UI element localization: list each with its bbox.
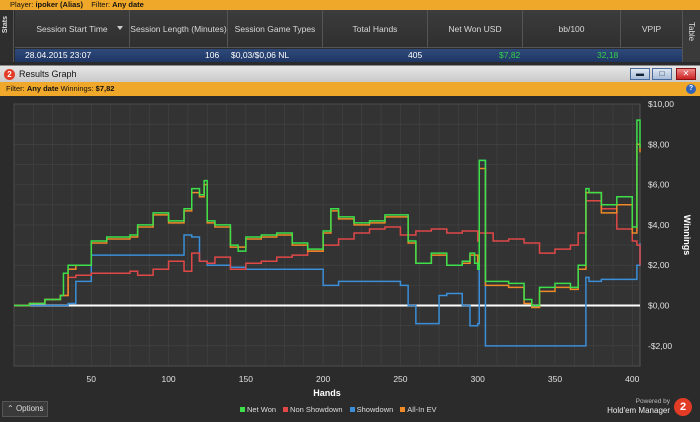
series-line-net-won	[14, 119, 641, 307]
col-header-start-time[interactable]: Session Start Time	[15, 10, 130, 48]
table-side-tab[interactable]: Table	[682, 10, 700, 62]
table-row[interactable]: 28.04.2015 23:07 106 $0,03/$0,06 NL 405 …	[15, 49, 682, 62]
powered-by-label: Powered by	[635, 398, 670, 405]
cell-total-hands: 405	[408, 50, 423, 60]
filter-label: Filter:	[91, 0, 111, 9]
brand-block: Powered by Hold'em Manager 2	[584, 396, 694, 418]
options-button[interactable]: ⌃ Options	[2, 401, 48, 417]
legend-swatch	[283, 406, 289, 412]
col-header-total-hands[interactable]: Total Hands	[323, 10, 428, 48]
graph-filter-value: Any date	[26, 84, 59, 93]
x-tick-label: 150	[239, 374, 253, 384]
col-header-net-won[interactable]: Net Won USD	[428, 10, 523, 48]
legend-label: Net Won	[247, 404, 277, 414]
cell-start-time: 28.04.2015 23:07	[25, 50, 92, 60]
x-tick-label: 400	[625, 374, 639, 384]
y-tick-label: -$2,00	[648, 341, 672, 351]
winnings-label: Winnings:	[60, 84, 94, 93]
y-tick-label: $8,00	[648, 139, 670, 149]
x-axis-label: Hands	[313, 388, 341, 398]
stats-table-header: Session Start Time Session Length (Minut…	[15, 10, 682, 48]
legend-item[interactable]: Net Won	[240, 404, 276, 414]
y-tick-label: $0,00	[648, 301, 670, 311]
maximize-button[interactable]: □	[652, 68, 672, 80]
legend-item[interactable]: Showdown	[349, 404, 394, 414]
col-header-label: Net Won USD	[448, 23, 502, 34]
options-label: Options	[15, 404, 44, 413]
minimize-button[interactable]: ▬	[630, 68, 650, 80]
results-graph: -$2,00 $0,00 $2,00 $4,00 $6,00 $8,00 $10,00 50 1…	[0, 96, 700, 422]
x-tick-label: 200	[316, 374, 330, 384]
y-tick-label: $2,00	[648, 260, 670, 270]
legend-item[interactable]: All-In EV	[400, 404, 436, 414]
help-icon[interactable]: ?	[686, 84, 696, 94]
player-value: ipoker (Alias)	[35, 0, 83, 9]
x-tick-label: 350	[548, 374, 562, 384]
col-header-label: Session Length (Minutes)	[130, 23, 227, 34]
cell-length: 106	[205, 50, 220, 60]
col-header-game-types[interactable]: Session Game Types	[228, 10, 323, 48]
stats-tab-label: Stats	[2, 16, 9, 34]
y-axis-label: Winnings	[682, 215, 692, 255]
col-header-length[interactable]: Session Length (Minutes)	[130, 10, 228, 48]
brand-name: Hold'em Manager	[607, 406, 670, 415]
col-header-label: Total Hands	[352, 23, 398, 34]
stats-side-tab[interactable]: Stats	[0, 10, 14, 62]
legend-label: Showdown	[356, 404, 394, 414]
legend-swatch	[400, 406, 406, 412]
y-tick-label: $4,00	[648, 220, 670, 230]
hem-logo-icon: 2	[674, 398, 692, 416]
col-header-vpip[interactable]: VPIP	[621, 10, 682, 48]
x-tick-label: 50	[87, 374, 97, 384]
filter-value: Any date	[112, 0, 144, 9]
legend-swatch	[349, 406, 355, 412]
graph-filter-label: Filter:	[6, 84, 25, 93]
col-header-label: Session Start Time	[36, 23, 108, 34]
cell-net-won: $7,82	[499, 50, 521, 60]
app-logo-icon: 2	[4, 69, 15, 80]
player-filter-bar: Player: ipoker (Alias) Filter: Any date	[0, 0, 700, 10]
legend-swatch	[240, 406, 245, 412]
window-title: Results Graph	[19, 69, 77, 79]
chart-legend: Net Won Non Showdown Showdown All-In EV	[240, 404, 436, 414]
col-header-bb100[interactable]: bb/100	[523, 10, 621, 48]
winnings-chart: -$2,00 $0,00 $2,00 $4,00 $6,00 $8,00 $10,00 50 1…	[13, 99, 692, 398]
x-tick-label: 250	[393, 374, 407, 384]
plot-area	[13, 103, 641, 367]
player-label: Player:	[10, 0, 34, 9]
sort-down-icon	[117, 26, 123, 30]
cell-bb100: 32,18	[597, 50, 619, 60]
y-tick-label: $6,00	[648, 180, 670, 190]
series-line-non-showdown	[14, 199, 641, 307]
col-header-label: VPIP	[641, 23, 662, 34]
graph-filter-bar: Filter: Any date Winnings: $7,82 ?	[0, 82, 700, 96]
x-tick-label: 100	[161, 374, 175, 384]
legend-label: All-In EV	[407, 404, 437, 414]
table-tab-label: Table	[687, 22, 696, 42]
col-header-label: bb/100	[558, 23, 585, 34]
legend-item[interactable]: Non Showdown	[283, 404, 343, 414]
x-tick-label: 300	[471, 374, 485, 384]
winnings-value: $7,82	[95, 84, 115, 93]
cell-game-types: $0,03/$0,06 NL	[231, 50, 290, 60]
close-button[interactable]: ✕	[676, 68, 696, 80]
series-line-showdown	[14, 159, 641, 347]
legend-label: Non Showdown	[290, 404, 343, 414]
y-tick-label: $10,00	[648, 99, 674, 109]
results-graph-titlebar[interactable]: 2 Results Graph ▬ □ ✕	[0, 65, 700, 82]
col-header-label: Session Game Types	[234, 23, 316, 34]
